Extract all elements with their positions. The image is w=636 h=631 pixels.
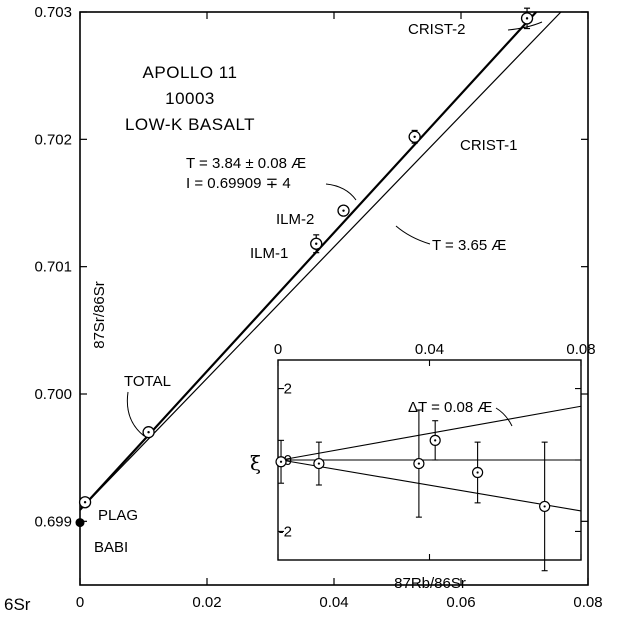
inset-annotation-arrow — [495, 407, 513, 427]
title-line-1: APOLLO 11 — [143, 63, 238, 82]
inset-y-tick-label: 2 — [284, 381, 292, 398]
title-line-3: LOW-K BASALT — [125, 115, 255, 134]
inset-x-tick-label: 0 — [274, 341, 282, 358]
inset-data-point-center — [543, 505, 546, 508]
y-tick-label: 0.701 — [34, 259, 72, 276]
point-label-crist-2: CRIST-2 — [408, 21, 466, 38]
data-point-center — [83, 501, 87, 504]
babi-label: BABI — [94, 539, 128, 556]
y-axis-label: 87Sr/86Sr — [91, 281, 108, 349]
point-label-ilm-2: ILM-2 — [276, 211, 314, 228]
data-point-center — [315, 242, 318, 245]
point-label-total: TOTAL — [124, 373, 171, 390]
inset-annotation: ΔT = 0.08 Æ — [408, 399, 492, 416]
inset-y-axis-label: ξ — [250, 451, 261, 475]
inset-data-point-center — [476, 471, 479, 474]
data-point-center — [413, 135, 416, 138]
x-tick-label: 0.08 — [573, 594, 602, 611]
inset-x-tick-label: 0.04 — [415, 341, 444, 358]
reference-line-arrow — [395, 225, 431, 245]
data-point-center — [525, 17, 529, 20]
point-label-crist-1: CRIST-1 — [460, 137, 518, 154]
data-point-center — [342, 209, 345, 212]
inset-y-tick-label: -2 — [279, 523, 292, 540]
reference-age-line — [79, 11, 562, 511]
title-line-2: 10003 — [165, 89, 215, 108]
babi-point — [75, 518, 85, 528]
inset-x-axis-label: 87Rb/86Sr — [394, 575, 466, 592]
y-tick-label: 0.702 — [34, 131, 72, 148]
y-tick-label: 0.699 — [34, 513, 72, 530]
corner-axis-label: 6Sr — [4, 595, 31, 614]
total-arrow — [126, 391, 145, 437]
inset-x-tick-label: 0.08 — [566, 341, 595, 358]
inset-data-point-center — [417, 462, 420, 465]
isochron-fit-line — [79, 11, 537, 511]
inset-data-point-center — [279, 460, 283, 463]
fit-label-age: T = 3.84 ± 0.08 Æ — [186, 155, 306, 172]
x-tick-label: 0.02 — [192, 594, 221, 611]
y-tick-label: 0.703 — [34, 4, 72, 21]
x-tick-label: 0.04 — [319, 594, 348, 611]
fit-label-initial: I = 0.69909 ∓ 4 — [186, 175, 291, 192]
point-label-plag: PLAG — [98, 507, 138, 524]
inset-data-point-center — [434, 439, 437, 442]
crist-2-arrow — [507, 21, 543, 31]
point-label-ilm-1: ILM-1 — [250, 245, 288, 262]
fit-label-arrow — [325, 183, 357, 201]
data-point-center — [147, 431, 150, 434]
x-tick-label: 0 — [76, 594, 84, 611]
y-tick-label: 0.700 — [34, 386, 72, 403]
x-tick-label: 0.06 — [446, 594, 475, 611]
inset-lower-envelope — [280, 459, 582, 512]
reference-line-label: T = 3.65 Æ — [432, 237, 506, 254]
inset-upper-envelope — [280, 405, 582, 461]
inset-data-point-center — [317, 462, 321, 465]
